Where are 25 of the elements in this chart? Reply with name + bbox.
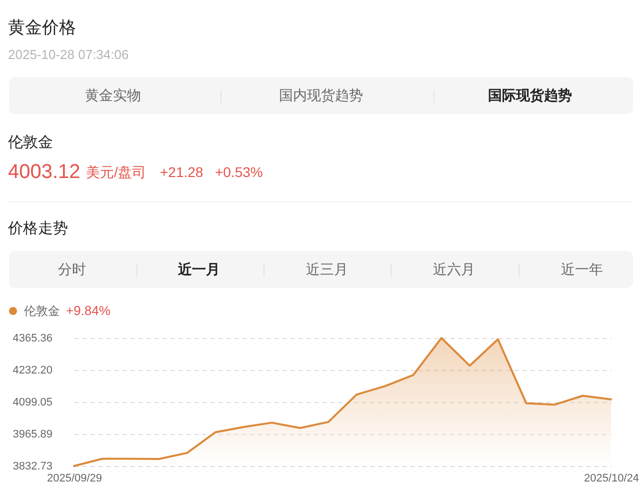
text: 近一年 <box>561 261 603 277</box>
x-tick-label: 2025/09/29 <box>46 472 102 484</box>
text: 分时 <box>58 261 86 277</box>
text: 伦敦金 <box>8 134 53 151</box>
text: 4003.12 <box>8 161 80 183</box>
text: 黄金实物 <box>85 87 141 103</box>
y-tick-label: 3832.73 <box>12 460 52 472</box>
text: 国内现货趋势 <box>279 87 363 103</box>
y-tick-label: 3965.89 <box>12 428 52 440</box>
text: +0.53% <box>215 164 263 180</box>
text: 美元/盘司 <box>86 164 146 180</box>
y-tick-label: 4365.36 <box>12 332 52 344</box>
text: 近六月 <box>433 261 475 277</box>
x-tick-label: 2025/10/24 <box>584 472 640 484</box>
y-tick-label: 4099.05 <box>12 396 52 408</box>
legend-label: 伦敦金 <box>24 304 60 318</box>
text: 2025-10-28 07:34:06 <box>8 47 129 62</box>
text: 国际现货趋势 <box>488 87 572 103</box>
y-tick-label: 4232.20 <box>12 364 52 376</box>
text: +21.28 <box>160 164 204 180</box>
text: 价格走势 <box>7 220 68 237</box>
text: +9.84% <box>66 303 111 318</box>
text: 近三月 <box>306 261 348 277</box>
text: 近一月 <box>177 261 220 277</box>
text: 黄金价格 <box>8 18 76 37</box>
